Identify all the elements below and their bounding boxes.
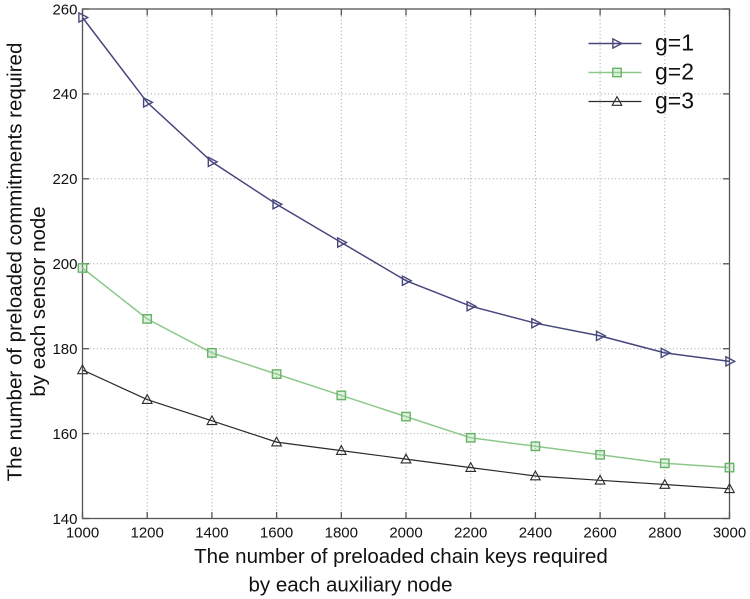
- svg-text:2000: 2000: [389, 525, 422, 542]
- svg-text:160: 160: [52, 426, 77, 443]
- svg-text:The number of preloaded chain: The number of preloaded chain keys requi…: [194, 545, 608, 568]
- svg-text:1400: 1400: [195, 525, 228, 542]
- svg-text:2400: 2400: [519, 525, 552, 542]
- svg-text:260: 260: [52, 1, 77, 18]
- svg-text:g=1: g=1: [655, 30, 694, 56]
- svg-text:220: 220: [52, 171, 77, 188]
- svg-text:200: 200: [52, 256, 77, 273]
- svg-text:g=3: g=3: [655, 88, 694, 114]
- svg-text:2200: 2200: [454, 525, 487, 542]
- svg-text:The number of preloaded commit: The number of preloaded commitments requ…: [4, 43, 27, 482]
- svg-text:g=2: g=2: [655, 59, 694, 85]
- svg-text:1200: 1200: [131, 525, 164, 542]
- svg-text:140: 140: [52, 511, 77, 528]
- svg-text:1000: 1000: [66, 525, 99, 542]
- svg-text:2600: 2600: [583, 525, 616, 542]
- svg-text:3000: 3000: [713, 525, 746, 542]
- svg-text:by each sensor node: by each sensor node: [27, 206, 50, 396]
- svg-text:180: 180: [52, 341, 77, 358]
- svg-text:1600: 1600: [260, 525, 293, 542]
- svg-text:1800: 1800: [325, 525, 358, 542]
- svg-text:2800: 2800: [648, 525, 681, 542]
- svg-text:by each auxiliary node: by each auxiliary node: [249, 574, 453, 597]
- svg-text:240: 240: [52, 86, 77, 103]
